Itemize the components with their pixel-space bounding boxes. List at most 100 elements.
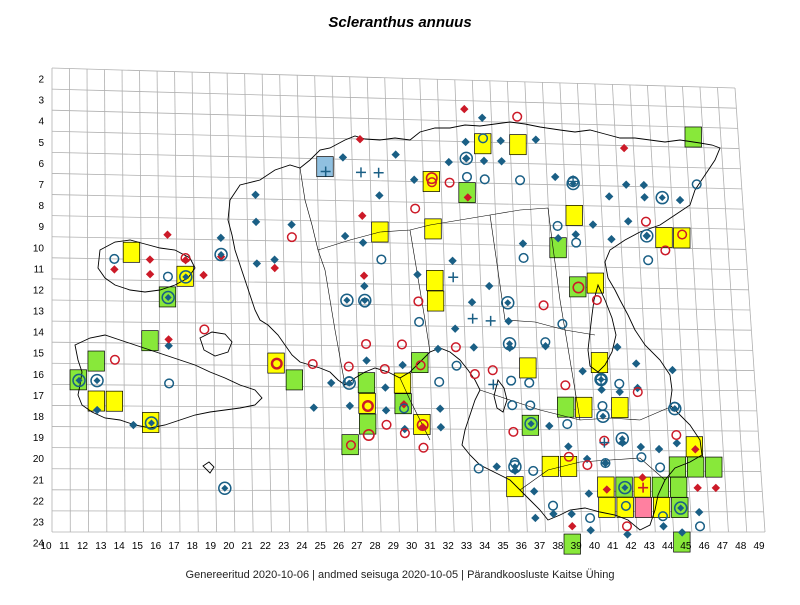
blue-diamond-marker <box>129 420 138 430</box>
blue-plus-marker <box>467 313 478 324</box>
column-label: 37 <box>534 541 546 552</box>
blue-circle-marker <box>585 513 596 524</box>
blue-diamond-marker <box>518 239 528 248</box>
row-label: 23 <box>33 517 45 528</box>
column-label: 15 <box>132 541 144 552</box>
grid-line-horizontal <box>51 447 760 452</box>
blue-circle-marker <box>164 378 175 389</box>
red-diamond-marker <box>110 265 119 274</box>
ringed-diamond-center <box>221 484 229 492</box>
blue-diamond-marker <box>436 423 446 432</box>
filled-cell-green <box>141 330 159 352</box>
blue-diamond-marker <box>636 442 646 452</box>
row-label: 3 <box>38 96 44 107</box>
grid-line-horizontal <box>51 215 745 230</box>
blue-diamond-marker <box>531 513 540 523</box>
red-circle-marker <box>413 296 424 307</box>
blue-circle-marker <box>477 133 489 144</box>
blue-diamond-marker <box>448 256 457 265</box>
column-label: 44 <box>662 541 674 552</box>
blue-diamond-marker <box>435 404 445 413</box>
blue-diamond-marker <box>564 442 573 451</box>
blue-circle-marker <box>162 271 173 282</box>
blue-diamond-marker <box>504 316 513 326</box>
blue-diamond-marker <box>549 509 558 519</box>
blue-diamond-marker <box>551 172 560 182</box>
row-label: 18 <box>33 412 45 423</box>
red-circle-marker <box>361 338 372 350</box>
red-diamond-marker <box>164 335 173 344</box>
filled-cell-yellow <box>586 272 605 294</box>
blue-diamond-marker <box>545 421 554 431</box>
red-diamond-marker <box>145 255 155 264</box>
ringed-diamond-ring <box>655 190 669 205</box>
red-diamond-marker <box>568 522 577 531</box>
filled-cell-yellow <box>506 476 524 498</box>
red-diamond-marker <box>355 135 365 144</box>
row-label: 21 <box>33 475 45 486</box>
column-label: 18 <box>187 541 199 552</box>
blue-plus-marker <box>373 167 384 178</box>
blue-diamond-marker <box>631 359 641 368</box>
ringed-diamond-ring <box>640 229 654 243</box>
red-circle-marker <box>379 363 390 375</box>
red-circle-marker <box>591 294 602 306</box>
ringed-diamond-center <box>343 296 351 304</box>
ringed-diamond-center <box>506 340 514 348</box>
blue-diamond-marker <box>485 281 494 291</box>
blue-circle-marker <box>643 255 654 266</box>
county-boundaries <box>299 167 669 491</box>
row-label: 7 <box>38 180 44 191</box>
blue-diamond-marker <box>251 217 261 227</box>
blue-circle-marker <box>479 174 490 185</box>
row-label: 2 <box>38 75 44 86</box>
blue-circle-marker <box>376 254 387 265</box>
blue-circle-marker <box>109 253 120 264</box>
red-circle-marker <box>180 253 191 264</box>
ringed-diamond-ring <box>501 295 515 310</box>
blue-circle-marker <box>528 465 539 476</box>
blue-diamond-marker <box>529 487 539 496</box>
column-label: 31 <box>424 541 436 552</box>
blue-plus-marker <box>599 437 610 448</box>
blue-circle-marker <box>524 377 535 388</box>
column-label: 19 <box>205 541 217 552</box>
row-label: 4 <box>38 117 44 128</box>
column-label: 16 <box>150 541 162 552</box>
blue-diamond-marker <box>444 157 453 167</box>
red-diamond-marker <box>199 270 208 280</box>
red-circle-marker <box>621 521 633 532</box>
row-label: 9 <box>38 222 44 233</box>
blue-diamond-marker <box>461 137 470 147</box>
blue-diamond-marker <box>604 192 614 201</box>
footer-separator-2: | <box>461 569 465 581</box>
blue-diamond-marker <box>496 136 505 146</box>
ringed-diamond-center <box>75 376 83 384</box>
blue-diamond-marker <box>584 489 594 498</box>
red-circle-marker <box>444 177 455 188</box>
ringed-diamond-center <box>504 299 512 307</box>
filled-cell-yellow <box>426 290 445 312</box>
filled-cell-yellow <box>105 390 124 412</box>
blue-circle-marker <box>691 179 702 190</box>
column-label: 28 <box>370 541 382 552</box>
ringed-diamond-center <box>677 504 685 512</box>
red-ring-marker <box>270 357 283 370</box>
blue-diamond-marker <box>567 509 576 519</box>
ringed-diamond-center <box>511 463 519 471</box>
grid-line-horizontal <box>51 320 752 331</box>
organization-name: Pärandkoosluste Kaitse Ühing <box>467 569 615 581</box>
blue-diamond-marker <box>578 366 587 376</box>
row-label: 5 <box>38 138 44 149</box>
blue-diamond-marker <box>252 259 262 268</box>
blue-circle-marker <box>600 458 611 469</box>
blue-diamond-marker <box>677 528 687 537</box>
ringed-diamond-ring <box>144 416 159 430</box>
filled-cell-green <box>686 456 705 478</box>
column-label: 24 <box>296 541 308 552</box>
blue-diamond-marker <box>381 383 390 392</box>
blue-diamond-marker <box>433 344 443 354</box>
ringed-diamond-ring <box>90 373 104 388</box>
column-label: 46 <box>699 541 711 552</box>
filled-cell-yellow <box>611 397 629 419</box>
